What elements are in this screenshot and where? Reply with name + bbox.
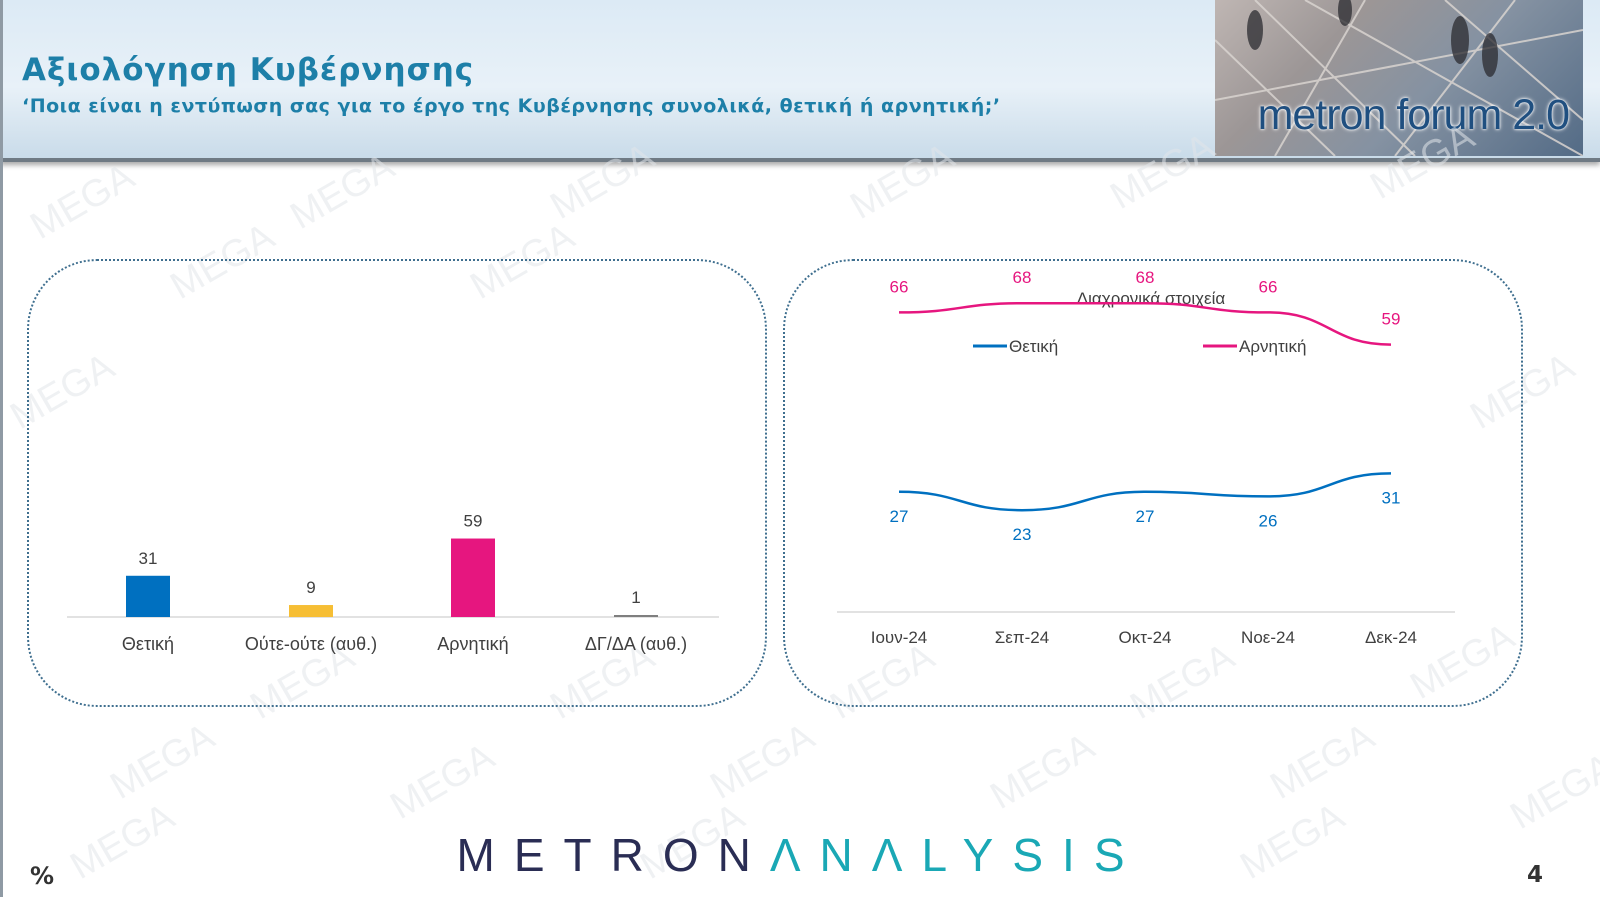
bar <box>614 615 658 617</box>
data-label: 59 <box>1382 310 1401 329</box>
data-label: 66 <box>1259 277 1278 296</box>
bar <box>451 538 495 617</box>
bar-category-label: Αρνητική <box>437 634 508 654</box>
logo-analysis: ΛNΛLYSIS <box>769 829 1144 881</box>
metron-forum-photo: metron forum 2.0 <box>1215 0 1583 156</box>
data-label: 68 <box>1013 268 1032 287</box>
bar <box>289 605 333 617</box>
page-title: Αξιολόγηση Κυβέρνησης <box>22 52 475 88</box>
percent-sign: % <box>30 862 55 890</box>
legend-label: Θετική <box>1009 337 1058 356</box>
bar-chart-panel <box>27 259 767 707</box>
watermark-text: MEGA <box>704 715 822 808</box>
photo-pattern <box>1215 0 1583 156</box>
bar <box>126 575 170 617</box>
x-tick-label: Νοε-24 <box>1241 628 1295 647</box>
watermark-text: MEGA <box>384 735 502 828</box>
line-chart-panel <box>783 259 1523 707</box>
series-line <box>898 472 1392 512</box>
bar-category-label: Ούτε-ούτε (αυθ.) <box>245 634 377 654</box>
series-line <box>898 301 1392 346</box>
data-label: 66 <box>890 277 909 296</box>
data-label: 26 <box>1259 511 1278 530</box>
watermark-text: MEGA <box>984 725 1102 818</box>
bar-chart: 31 Θετική 9 Ούτε-ούτε (αυθ.) 59 Αρνητική 1 ΔΓ/Δ… <box>67 512 719 654</box>
metron-forum-label: metron forum 2.0 <box>1257 91 1570 139</box>
x-tick-label: Ιουν-24 <box>871 628 928 647</box>
x-tick-label: Δεκ-24 <box>1365 628 1417 647</box>
bar-category-label: Θετική <box>122 634 174 654</box>
bar-value-label: 31 <box>139 549 158 568</box>
x-tick-label: Σεπ-24 <box>995 628 1049 647</box>
watermark-text: MEGA <box>24 155 142 248</box>
bar-value-label: 9 <box>306 578 315 597</box>
data-label: 27 <box>1136 507 1155 526</box>
bar-value-label: 1 <box>631 588 640 607</box>
data-label: 23 <box>1013 525 1032 544</box>
data-label: 27 <box>890 507 909 526</box>
data-label: 68 <box>1136 268 1155 287</box>
bar-category-label: ΔΓ/ΔΑ (αυθ.) <box>585 634 687 654</box>
watermark-text: MEGA <box>104 715 222 808</box>
line-chart-title: Διαχρονικά στοιχεία <box>1077 289 1226 308</box>
data-label: 31 <box>1382 488 1401 507</box>
watermark-text: MEGA <box>1504 745 1600 838</box>
logo-metron: METRON <box>456 829 770 881</box>
x-tick-label: Οκτ-24 <box>1118 628 1171 647</box>
metron-analysis-logo: METRONΛNΛLYSIS <box>0 828 1600 882</box>
page-subtitle: ‘Ποια είναι η εντύπωση σας για το έργο τ… <box>22 95 1001 117</box>
left-border <box>0 0 3 897</box>
watermark-text: MEGA <box>1264 715 1382 808</box>
legend-label: Αρνητική <box>1239 337 1306 356</box>
line-chart: Διαχρονικά στοιχεία Θετική Αρνητική Ιουν-24… <box>837 268 1455 647</box>
page-number: 4 <box>1527 862 1544 888</box>
bar-value-label: 59 <box>464 512 483 531</box>
